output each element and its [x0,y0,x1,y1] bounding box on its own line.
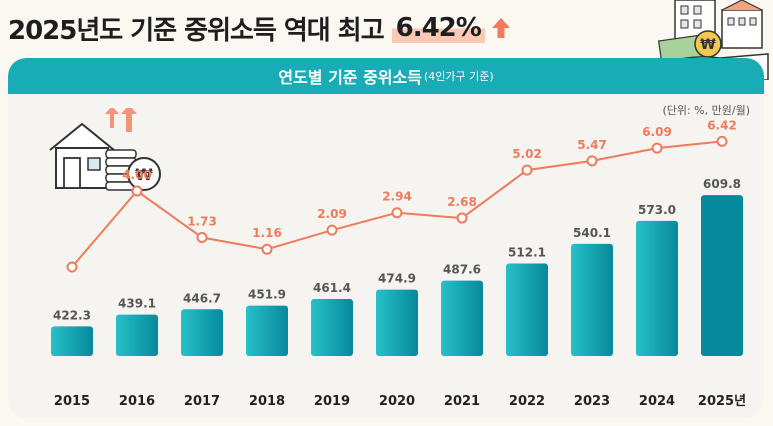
x-tick-label: 2021 [444,394,480,409]
growth-rate-label: 2.68 [447,195,477,209]
bar [506,263,548,356]
bar [51,326,93,356]
bar [376,289,418,356]
growth-rate-label: 1.16 [252,226,282,240]
growth-rate-label: 4.00 [122,168,152,182]
growth-rate-label: 6.42 [707,118,737,132]
bar-value-label: 439.1 [118,297,156,311]
arrow-up-icon [491,18,510,38]
growth-rate-label: 6.09 [642,125,672,139]
bar-value-label: 446.7 [183,291,221,305]
growth-rate-label: 1.73 [187,215,217,229]
x-tick-label: 2019 [314,394,350,409]
line-point [586,155,598,167]
growth-rate-label: 5.02 [512,147,542,161]
chart-card: 연도별 기준 중위소득 (4인가구 기준) (단위: %, 만원/월) ₩ 42… [8,58,764,418]
chart-title: 연도별 기준 중위소득 [278,68,422,87]
growth-rate-label: 2.94 [382,190,412,204]
bar-value-label: 487.6 [443,263,481,277]
line-point [66,261,78,273]
x-tick-label: 2023 [574,394,610,409]
x-tick-label: 2022 [509,394,545,409]
bar-value-label: 573.0 [638,203,676,217]
headline: 2025년도 기준 중위소득 역대 최고 6.42% [8,10,511,46]
bar-value-label: 461.4 [313,281,351,295]
growth-line [71,140,723,268]
bar-value-label: 451.9 [248,288,286,302]
headline-text: 2025년도 기준 중위소득 역대 최고 [8,15,385,46]
unit-note: (단위: %, 만원/월) [662,104,750,117]
bar [441,280,483,356]
line-point [716,135,728,147]
x-tick-label: 2018 [249,394,285,409]
x-tick-label: 2016 [119,394,155,409]
svg-text:₩: ₩ [135,165,153,184]
bar [571,243,613,356]
chart-plot: 422.3 439.1 446.7 451.9 461.4 474.9 487.6 512.1… [51,118,746,409]
line-point [196,232,208,244]
line-point [521,164,533,176]
line-point [456,212,468,224]
line-point [326,224,338,236]
growth-rate-label: 2.09 [317,207,347,221]
x-tick-label: 2015 [54,394,90,409]
x-tick-label: 2024 [639,394,675,409]
line-point [261,243,273,255]
svg-text:₩: ₩ [700,37,716,53]
bar-value-label: 422.3 [53,308,91,322]
bar-value-label: 474.9 [378,272,416,286]
line-point [391,207,403,219]
bar [636,220,678,356]
house-coins-illustration: ₩ [49,108,161,191]
bar-value-label: 540.1 [573,226,611,240]
line-point [131,185,143,197]
x-tick-label: 2020 [379,394,415,409]
headline-highlight: 6.42% [391,13,485,43]
chart-banner: 연도별 기준 중위소득 (4인가구 기준) [8,58,764,94]
bar [246,305,288,356]
growth-rate-label: 5.47 [577,138,607,152]
x-tick-label: 2025년 [698,394,746,409]
bar-value-label: 512.1 [508,246,546,260]
bar-value-label: 609.8 [703,177,741,191]
line-point [651,142,663,154]
bar [311,299,353,356]
bar [116,314,158,356]
chart-subtitle: (4인가구 기준) [423,70,494,83]
bar [701,195,743,356]
x-tick-label: 2017 [184,394,220,409]
bar [181,309,223,356]
